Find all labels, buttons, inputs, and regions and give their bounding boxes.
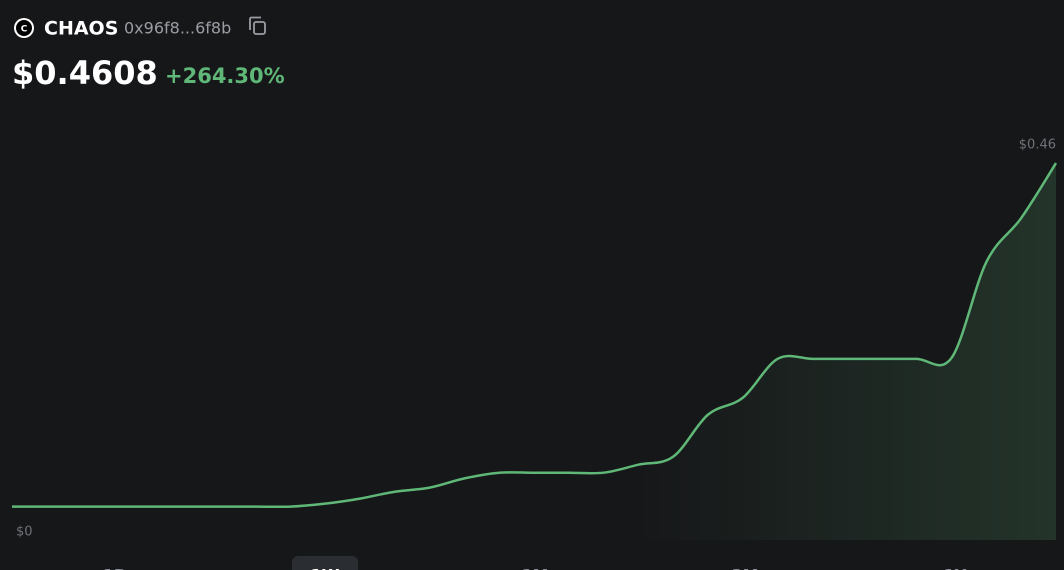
timeframe-tabs: 1D 1W 1M 3M 1Y (103, 556, 967, 570)
price-line (12, 162, 1058, 509)
copy-button[interactable] (249, 16, 266, 35)
tab-active-bg (292, 556, 358, 570)
token-address: 0x96f8...6f8b (124, 19, 231, 38)
token-symbol: CHAOS (44, 18, 118, 40)
area (12, 163, 1056, 541)
logo-inner (16, 20, 32, 36)
logo-letter: C (21, 25, 28, 35)
timeframe-tab[interactable]: 1Y (944, 566, 967, 570)
timeframe-tab[interactable]: 1W (311, 566, 340, 570)
timeframe-tab[interactable]: 1M (521, 566, 548, 570)
timeframe-tab[interactable]: 3M (731, 566, 758, 570)
max-label: $0.46 (1019, 138, 1056, 153)
chart (12, 162, 1058, 541)
timeframe-tab[interactable]: 1D (103, 566, 127, 570)
price-change: +264.30% (165, 64, 285, 88)
price: $0.4608 (12, 54, 158, 92)
